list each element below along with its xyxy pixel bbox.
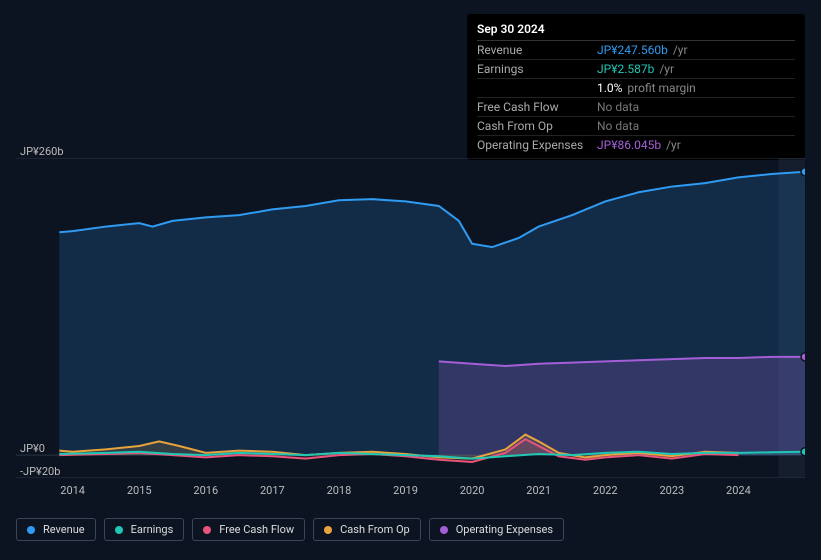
- legend-item-revenue[interactable]: Revenue: [16, 518, 96, 541]
- tooltip-value: JP¥86.045b /yr: [597, 138, 795, 152]
- legend: Revenue Earnings Free Cash Flow Cash From O…: [16, 518, 564, 541]
- x-axis-label: 2015: [127, 484, 152, 497]
- legend-label: Revenue: [43, 523, 85, 536]
- tooltip-row: Free Cash FlowNo data: [477, 98, 795, 117]
- tooltip-row: 1.0% profit margin: [477, 79, 795, 98]
- tooltip-label: Revenue: [477, 43, 597, 57]
- tooltip-label: Free Cash Flow: [477, 100, 597, 114]
- x-axis-label: 2022: [593, 484, 618, 497]
- x-axis-label: 2023: [659, 484, 684, 497]
- tooltip-value: No data: [597, 100, 795, 114]
- tooltip-value: JP¥2.587b /yr: [597, 62, 795, 76]
- x-axis-label: 2021: [526, 484, 551, 497]
- legend-label: Earnings: [131, 523, 174, 536]
- x-axis: 2014 2015 2016 2017 2018 2019 2020 2021 2022 2023…: [16, 484, 805, 504]
- legend-item-operating-expenses[interactable]: Operating Expenses: [429, 518, 564, 541]
- legend-label: Cash From Op: [340, 523, 410, 536]
- tooltip-label: Earnings: [477, 62, 597, 76]
- legend-item-earnings[interactable]: Earnings: [104, 518, 185, 541]
- legend-item-cash-from-op[interactable]: Cash From Op: [313, 518, 421, 541]
- tooltip-label: [477, 81, 597, 95]
- legend-dot-icon: [203, 526, 211, 534]
- x-axis-label: 2014: [60, 484, 85, 497]
- tooltip-date: Sep 30 2024: [477, 20, 795, 41]
- legend-dot-icon: [440, 526, 448, 534]
- x-axis-label: 2024: [726, 484, 751, 497]
- x-axis-label: 2018: [327, 484, 352, 497]
- chart-tooltip: Sep 30 2024 RevenueJP¥247.560b /yrEarnin…: [467, 14, 805, 160]
- tooltip-row: RevenueJP¥247.560b /yr: [477, 41, 795, 60]
- tooltip-value: No data: [597, 119, 795, 133]
- financials-chart[interactable]: [16, 158, 805, 478]
- x-axis-label: 2017: [260, 484, 285, 497]
- tooltip-value: JP¥247.560b /yr: [597, 43, 795, 57]
- x-axis-label: 2019: [393, 484, 418, 497]
- tooltip-label: Operating Expenses: [477, 138, 597, 152]
- legend-label: Free Cash Flow: [219, 523, 294, 536]
- legend-dot-icon: [27, 526, 35, 534]
- x-axis-label: 2020: [460, 484, 485, 497]
- legend-item-free-cash-flow[interactable]: Free Cash Flow: [192, 518, 305, 541]
- y-axis-label: JP¥260b: [20, 145, 64, 158]
- tooltip-row: Operating ExpensesJP¥86.045b /yr: [477, 136, 795, 154]
- legend-dot-icon: [115, 526, 123, 534]
- tooltip-row: Cash From OpNo data: [477, 117, 795, 136]
- legend-label: Operating Expenses: [456, 523, 553, 536]
- tooltip-value: 1.0% profit margin: [597, 81, 795, 95]
- x-axis-label: 2016: [193, 484, 218, 497]
- legend-dot-icon: [324, 526, 332, 534]
- tooltip-row: EarningsJP¥2.587b /yr: [477, 60, 795, 79]
- tooltip-label: Cash From Op: [477, 119, 597, 133]
